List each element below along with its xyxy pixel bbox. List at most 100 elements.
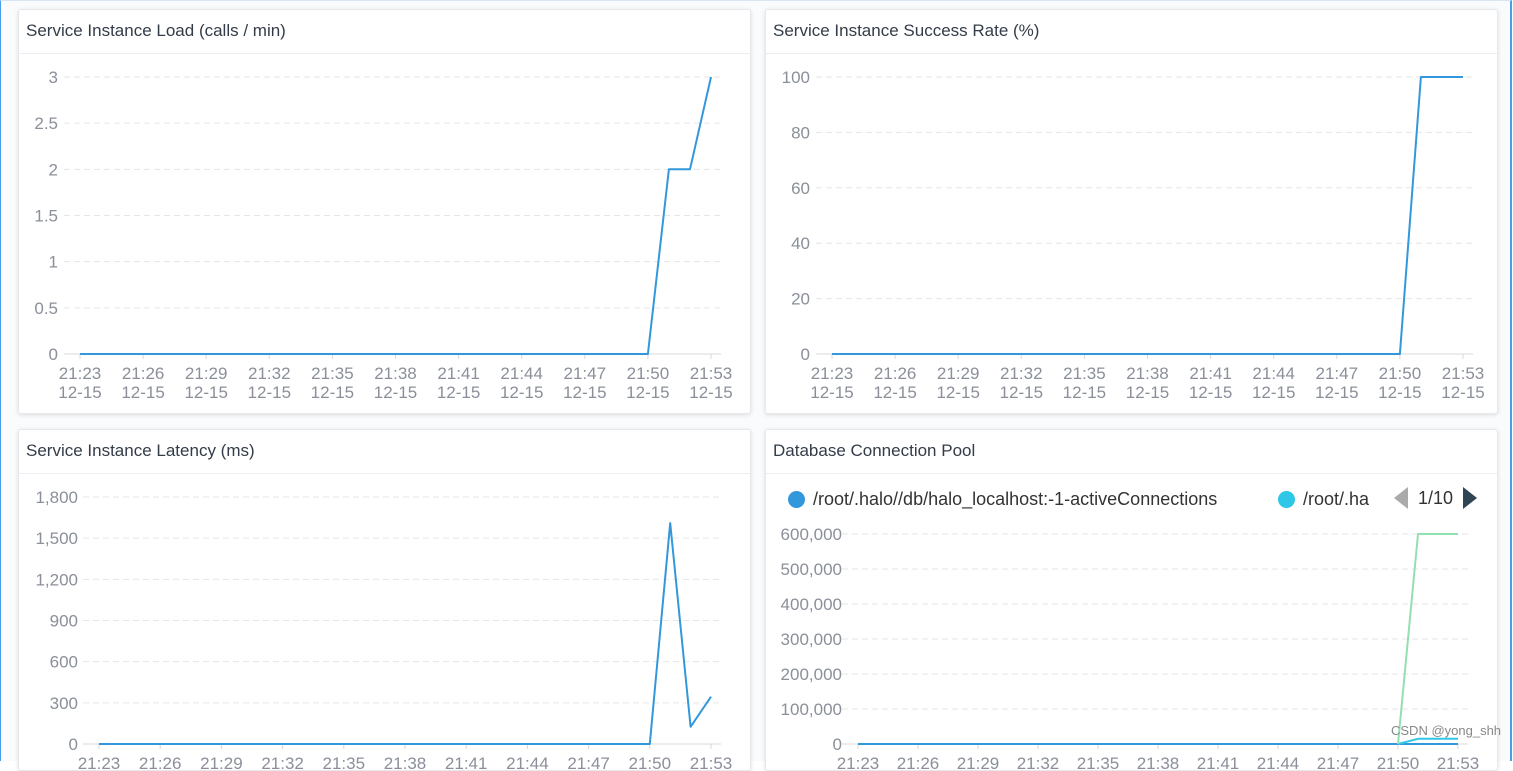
x-tick-label: 21:26 [122, 364, 165, 383]
db-pool-chart: 0 100,000 200,000 300,000 400,000 500,000 600,… [781, 525, 1480, 770]
y-tick-label: 20 [791, 290, 810, 309]
chart-card-latency: Service Instance Latency (ms) 0 300 600 900… [18, 429, 751, 771]
y-tick-label: 60 [791, 179, 810, 198]
y-tick-label: 1,200 [35, 570, 78, 589]
x-tick-label: 21:29 [185, 364, 228, 383]
x-tick-label: 21:38 [1126, 364, 1169, 383]
x-tick-label: 21:41 [437, 364, 480, 383]
x-tick-date: 12-15 [936, 383, 979, 402]
x-tick-label: 21:50 [1377, 754, 1420, 770]
x-tick-label: 21:38 [1137, 754, 1180, 770]
y-tick-label: 600 [50, 653, 78, 672]
x-tick-label: 21:29 [200, 754, 243, 770]
x-tick-label: 21:47 [1316, 364, 1359, 383]
x-tick-label: 21:35 [323, 754, 366, 770]
x-tick-label: 21:47 [564, 364, 607, 383]
success-rate-chart: 02040608010021:2312-1521:2612-1521:2912-… [782, 68, 1485, 402]
y-tick-label: 1 [49, 253, 58, 272]
x-tick-date: 12-15 [248, 383, 291, 402]
y-tick-label: 0 [801, 345, 810, 364]
x-tick-label: 21:47 [1317, 754, 1360, 770]
x-tick-label: 21:50 [1379, 364, 1422, 383]
x-tick-label: 21:44 [506, 754, 549, 770]
x-tick-label: 21:41 [445, 754, 488, 770]
chart-card-db-pool: Database Connection Pool 0 100,000 200,000… [765, 429, 1498, 771]
y-tick-label: 100,000 [781, 700, 842, 719]
x-tick-label: 21:23 [78, 754, 121, 770]
series-line [99, 522, 712, 745]
x-tick-label: 21:23 [811, 364, 854, 383]
x-tick-label: 21:29 [957, 754, 1000, 770]
y-tick-label: 1.5 [34, 207, 58, 226]
y-tick-label: 1,800 [35, 488, 78, 507]
x-tick-label: 21:26 [874, 364, 917, 383]
x-tick-date: 12-15 [1000, 383, 1043, 402]
latency-chart: 03006009001,2001,5001,80021:2312-1521:26… [35, 488, 732, 770]
x-tick-date: 12-15 [1378, 383, 1421, 402]
series-line [1397, 533, 1458, 745]
x-tick-label: 21:32 [261, 754, 304, 770]
x-tick-label: 21:47 [567, 754, 610, 770]
card-title: Service Instance Load (calls / min) [19, 10, 750, 54]
y-tick-label: 300,000 [781, 630, 842, 649]
legend-page: 1/10 [1417, 487, 1453, 508]
x-tick-date: 12-15 [563, 383, 606, 402]
card-title: Service Instance Success Rate (%) [766, 10, 1497, 54]
x-tick-label: 21:44 [1252, 364, 1295, 383]
x-tick-label: 21:26 [139, 754, 182, 770]
y-tick-label: 900 [50, 612, 78, 631]
y-tick-label: 500,000 [781, 560, 842, 579]
chart-legend: /root/.halo//db/halo_localhost:-1-active… [788, 487, 1477, 515]
x-tick-label: 21:35 [1063, 364, 1106, 383]
y-tick-label: 2.5 [34, 114, 58, 133]
x-tick-label: 21:50 [627, 364, 670, 383]
y-tick-label: 200,000 [781, 665, 842, 684]
y-tick-label: 300 [50, 694, 78, 713]
x-tick-label: 21:44 [500, 364, 543, 383]
x-tick-date: 12-15 [626, 383, 669, 402]
x-tick-date: 12-15 [1126, 383, 1169, 402]
series-line [80, 76, 712, 355]
legend-label: /root/.ha [1303, 489, 1370, 509]
y-tick-label: 40 [791, 234, 810, 253]
legend-item[interactable]: /root/.halo//db/halo_localhost:-1-active… [788, 489, 1217, 510]
x-tick-date: 12-15 [689, 383, 732, 402]
x-tick-date: 12-15 [1252, 383, 1295, 402]
x-tick-date: 12-15 [58, 383, 101, 402]
y-tick-label: 0 [69, 735, 78, 754]
y-tick-label: 80 [791, 123, 810, 142]
legend-dot-icon [1278, 491, 1295, 508]
legend-pager: 1/10 [1389, 487, 1477, 509]
legend-item[interactable]: /root/.ha [1278, 489, 1369, 510]
x-tick-label: 21:38 [384, 754, 427, 770]
x-tick-label: 21:35 [311, 364, 354, 383]
x-tick-label: 21:32 [248, 364, 291, 383]
y-tick-label: 2 [49, 160, 58, 179]
y-tick-label: 3 [49, 68, 58, 87]
legend-next-icon[interactable] [1463, 487, 1477, 509]
card-title: Service Instance Latency (ms) [19, 430, 750, 474]
x-tick-label: 21:32 [1017, 754, 1060, 770]
legend-prev-icon[interactable] [1393, 487, 1408, 509]
x-tick-date: 12-15 [184, 383, 227, 402]
x-tick-label: 21:23 [837, 754, 880, 770]
legend-label: /root/.halo//db/halo_localhost:-1-active… [813, 489, 1218, 509]
x-tick-date: 12-15 [810, 383, 853, 402]
y-tick-label: 0.5 [34, 299, 58, 318]
watermark: CSDN @yong_shh [1391, 723, 1502, 738]
y-tick-label: 100 [782, 68, 810, 87]
x-tick-date: 12-15 [1063, 383, 1106, 402]
x-tick-label: 21:23 [59, 364, 102, 383]
y-tick-label: 1,500 [35, 529, 78, 548]
series-line [832, 76, 1463, 355]
x-tick-label: 21:35 [1077, 754, 1120, 770]
y-tick-label: 0 [833, 735, 842, 754]
x-tick-label: 21:41 [1197, 754, 1240, 770]
x-tick-label: 21:50 [629, 754, 672, 770]
x-tick-label: 21:53 [1437, 754, 1480, 770]
chart-card-success-rate: Service Instance Success Rate (%) 0 20 40 6… [765, 9, 1498, 414]
x-tick-date: 12-15 [873, 383, 916, 402]
series-line [1397, 737, 1458, 745]
card-title: Database Connection Pool [766, 430, 1497, 474]
